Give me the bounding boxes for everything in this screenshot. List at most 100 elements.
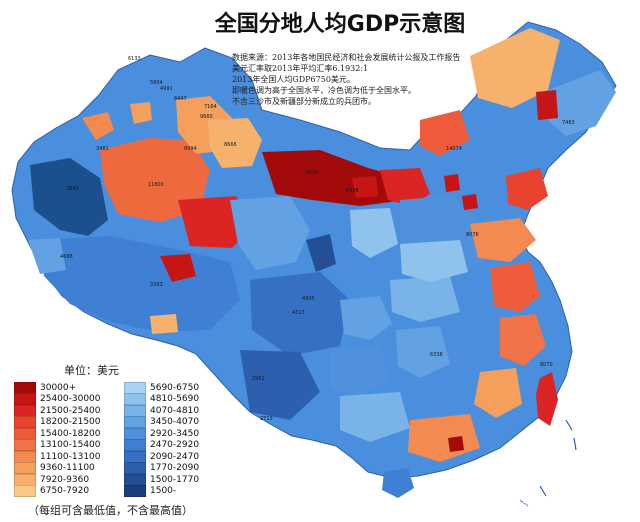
region-heilongjiang xyxy=(548,70,616,136)
region-hami xyxy=(208,118,262,168)
legend-item: 1500- xyxy=(124,485,199,498)
legend-label: 2470-2920 xyxy=(150,440,200,451)
region-value-label: 4317 xyxy=(292,310,305,316)
legend-label: 1500- xyxy=(150,486,177,497)
legend-swatch xyxy=(14,416,36,429)
region-value-label: 6338 xyxy=(430,352,443,358)
region-orange-small-2 xyxy=(130,102,152,124)
note-line: 不含三沙市及新疆部分新成立的兵团市。 xyxy=(232,97,376,106)
region-value-label: 11801 xyxy=(148,182,164,188)
watermark-logo-icon xyxy=(482,496,500,514)
legend-label: 1500-1770 xyxy=(150,474,200,485)
legend-swatch xyxy=(14,473,36,486)
region-kashgar xyxy=(30,158,108,236)
legend-label: 18200-21500 xyxy=(40,417,101,428)
region-ordos xyxy=(352,176,378,198)
region-value-label: 8994 xyxy=(184,146,197,152)
legend-item: 1770-2090 xyxy=(124,462,199,475)
legend-item: 1500-1770 xyxy=(124,473,200,486)
legend-label: 6750-7920 xyxy=(40,486,90,497)
legend-item: 4070-4810 xyxy=(124,404,200,417)
legend-label: 11100-13100 xyxy=(40,451,101,462)
region-orange-small-1 xyxy=(82,112,114,140)
legend-item: 18200-21500 xyxy=(14,416,101,429)
legend-swatch xyxy=(14,450,36,463)
region-guangxi xyxy=(340,392,410,442)
legend-item: 3450-4070 xyxy=(124,416,200,429)
region-shenzhen xyxy=(448,436,464,452)
south-sea-dashes xyxy=(519,419,577,507)
legend-label: 4810-5690 xyxy=(150,394,200,405)
legend-item: 15400-18200 xyxy=(14,427,101,440)
note-line: 数据来源：2013年各地国民经济和社会发展统计公报及工作报告 xyxy=(232,53,461,62)
region-henan xyxy=(400,240,468,282)
region-liaoning xyxy=(506,168,548,210)
legend-label: 13100-15400 xyxy=(40,440,101,451)
region-value-label: 2961 xyxy=(252,376,265,382)
legend-label: 5690-6750 xyxy=(150,382,200,393)
region-value-label: 6133 xyxy=(128,56,141,62)
legend-swatch xyxy=(14,427,36,440)
region-taiwan xyxy=(536,372,558,426)
legend-label: 9360-11100 xyxy=(40,463,95,474)
legend-label: 7920-9360 xyxy=(40,474,90,485)
legend-item: 7920-9360 xyxy=(14,473,101,486)
legend-swatch xyxy=(14,393,36,406)
region-chongqing xyxy=(340,296,392,340)
legend-label: 4070-4810 xyxy=(150,405,200,416)
region-hulunbuir xyxy=(470,28,560,108)
region-neimeng-east xyxy=(420,110,470,156)
legend-item: 6750-7920 xyxy=(14,485,101,498)
legend-label: 21500-25400 xyxy=(40,405,101,416)
legend-swatch xyxy=(124,393,146,406)
region-value-label: 8006 xyxy=(306,170,319,176)
region-shaanxi xyxy=(350,208,398,258)
region-daqing xyxy=(536,90,558,120)
legend-swatch xyxy=(124,485,146,498)
legend-item: 2920-3450 xyxy=(124,427,200,440)
region-value-label: 9660 xyxy=(200,114,213,120)
region-hunan xyxy=(396,326,450,378)
legend-cool-column: 5690-6750 4810-5690 4070-4810 3450-4070 2920… xyxy=(124,381,200,498)
region-qinghai xyxy=(230,196,310,270)
region-yunnan xyxy=(240,350,320,420)
source-notes: 数据来源：2013年各地国民经济和社会发展统计公报及工作报告 美元汇率取2013… xyxy=(232,52,492,107)
region-jiangsu xyxy=(490,262,540,312)
legend-swatch xyxy=(124,404,146,417)
region-value-label: 7483 xyxy=(562,120,575,126)
region-value-label: 4668 xyxy=(60,254,73,260)
region-value-label: 8076 xyxy=(466,232,479,238)
region-value-label: 6428 xyxy=(346,188,359,194)
note-line: 美元汇率取2013年平均汇率6.1932:1 xyxy=(232,64,369,73)
legend-item: 5690-6750 xyxy=(124,381,200,394)
legend-item: 25400-30000 xyxy=(14,393,101,406)
legend-item: 11100-13100 xyxy=(14,450,101,463)
legend-item: 9360-11100 xyxy=(14,462,101,475)
region-value-label: 2849 xyxy=(66,186,79,192)
watermark: @悟空问答 xyxy=(482,496,564,514)
region-value-label: 4991 xyxy=(160,86,173,92)
region-value-label: 5804 xyxy=(150,80,163,86)
legend-swatch xyxy=(14,439,36,452)
legend-label: 25400-30000 xyxy=(40,394,101,405)
legend-label: 3450-4070 xyxy=(150,417,200,428)
region-tibet-light xyxy=(150,314,178,334)
legend-label: 2920-3450 xyxy=(150,428,200,439)
legend-swatch xyxy=(14,462,36,475)
legend-item: 2090-2470 xyxy=(124,450,199,463)
region-value-label: 2713 xyxy=(260,416,273,422)
region-value-label: 3363 xyxy=(150,282,163,288)
region-sichuan xyxy=(250,272,350,356)
legend-swatch xyxy=(14,485,36,498)
region-value-label: 8666 xyxy=(224,142,237,148)
legend-swatch xyxy=(124,462,146,475)
legend-item: 30000+ xyxy=(14,381,101,394)
legend-swatch xyxy=(124,473,146,486)
region-hainan xyxy=(382,468,414,498)
legend-swatch xyxy=(124,416,146,429)
region-ali xyxy=(28,238,66,274)
region-value-label: 7164 xyxy=(204,104,217,110)
legend-unit: 单位：美元 xyxy=(64,364,119,377)
